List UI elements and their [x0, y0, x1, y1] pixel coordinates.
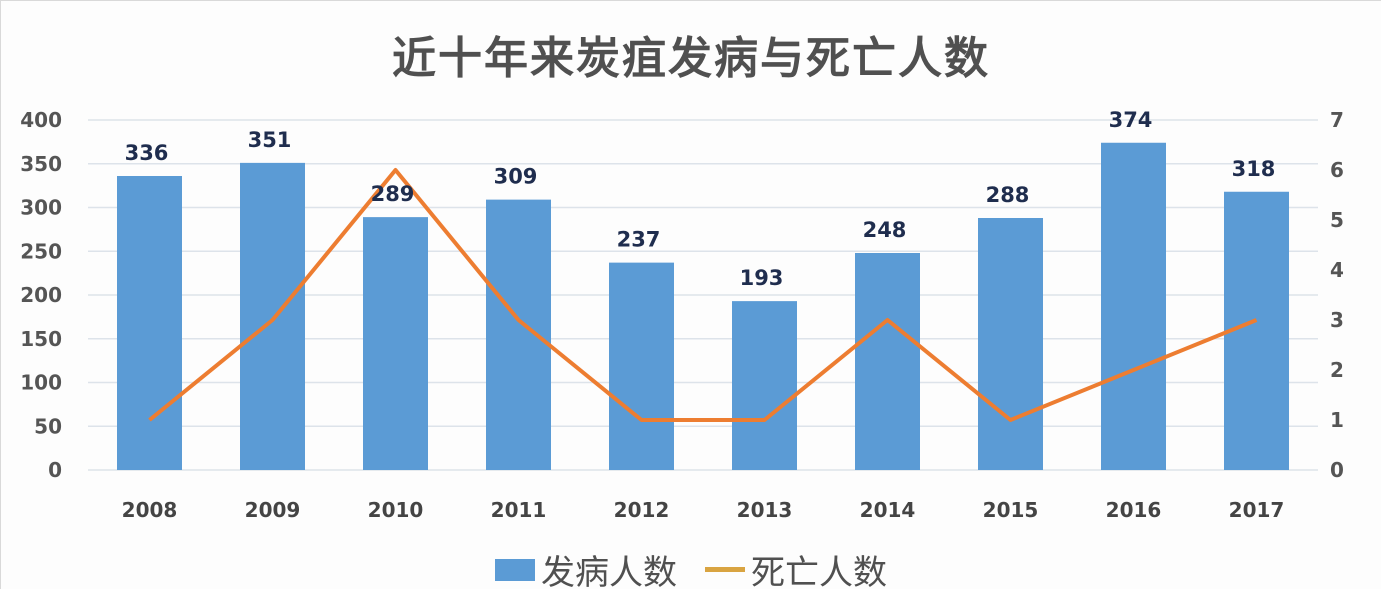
- left-axis-tick: 300: [20, 196, 62, 220]
- right-axis-tick: 1: [1330, 408, 1344, 432]
- right-axis-tick: 6: [1330, 158, 1344, 182]
- left-axis-tick: 250: [20, 239, 62, 263]
- data-label: 237: [617, 228, 661, 252]
- left-axis-tick: 350: [20, 152, 62, 176]
- right-axis-tick: 2: [1330, 358, 1344, 382]
- right-axis-tick: 7: [1330, 108, 1344, 132]
- left-axis-tick: 100: [20, 371, 62, 395]
- bar-cases-2010[interactable]: [363, 217, 428, 470]
- x-axis-tick: 2008: [122, 498, 178, 522]
- line-deaths[interactable]: [148, 168, 1258, 422]
- chart-title: 近十年来炭疽发病与死亡人数: [392, 33, 990, 84]
- x-axis-tick: 2016: [1106, 498, 1162, 522]
- x-axis-tick: 2010: [368, 498, 424, 522]
- data-label: 318: [1232, 157, 1276, 181]
- x-axis-tick: 2013: [737, 498, 793, 522]
- left-axis-tick: 50: [34, 414, 62, 438]
- x-axis-tick: 2015: [983, 498, 1039, 522]
- data-label: 248: [863, 218, 907, 242]
- bar-cases-2013[interactable]: [732, 301, 797, 470]
- bar-cases-2015[interactable]: [978, 218, 1043, 470]
- legend-item-cases[interactable]: 发病人数: [495, 545, 677, 594]
- data-label: 309: [494, 165, 538, 189]
- bar-cases-2008[interactable]: [117, 176, 182, 470]
- data-label: 289: [371, 182, 415, 206]
- right-axis-tick: 5: [1330, 208, 1344, 232]
- x-axis-tick: 2011: [491, 498, 547, 522]
- x-axis-tick: 2009: [245, 498, 301, 522]
- right-axis-tick: 4: [1330, 258, 1344, 282]
- chart-legend: 发病人数 死亡人数: [0, 545, 1382, 594]
- left-axis-tick: 400: [20, 108, 62, 132]
- x-axis-tick: 2012: [614, 498, 670, 522]
- data-label: 374: [1109, 108, 1153, 132]
- right-axis-tick: 3: [1330, 308, 1344, 332]
- bar-swatch-icon: [495, 558, 535, 581]
- x-axis-tick: 2014: [860, 498, 916, 522]
- legend-item-deaths[interactable]: 死亡人数: [705, 545, 887, 594]
- data-label: 288: [986, 183, 1030, 207]
- data-label: 193: [740, 266, 784, 290]
- right-axis-tick: 0: [1330, 458, 1344, 482]
- left-axis-tick: 0: [48, 458, 62, 482]
- bar-cases-2014[interactable]: [855, 253, 920, 470]
- bar-cases-2012[interactable]: [609, 262, 674, 470]
- legend-label-cases: 发病人数: [541, 553, 677, 593]
- left-axis-tick: 150: [20, 327, 62, 351]
- bar-cases-2009[interactable]: [240, 162, 305, 470]
- x-axis-tick: 2017: [1229, 498, 1285, 522]
- data-label: 336: [125, 141, 169, 165]
- data-label: 351: [248, 128, 292, 152]
- bar-cases-2011[interactable]: [486, 199, 551, 470]
- left-axis-tick: 200: [20, 283, 62, 307]
- bar-cases-2016[interactable]: [1101, 142, 1166, 470]
- legend-label-deaths: 死亡人数: [751, 553, 887, 593]
- line-swatch-icon: [705, 567, 745, 572]
